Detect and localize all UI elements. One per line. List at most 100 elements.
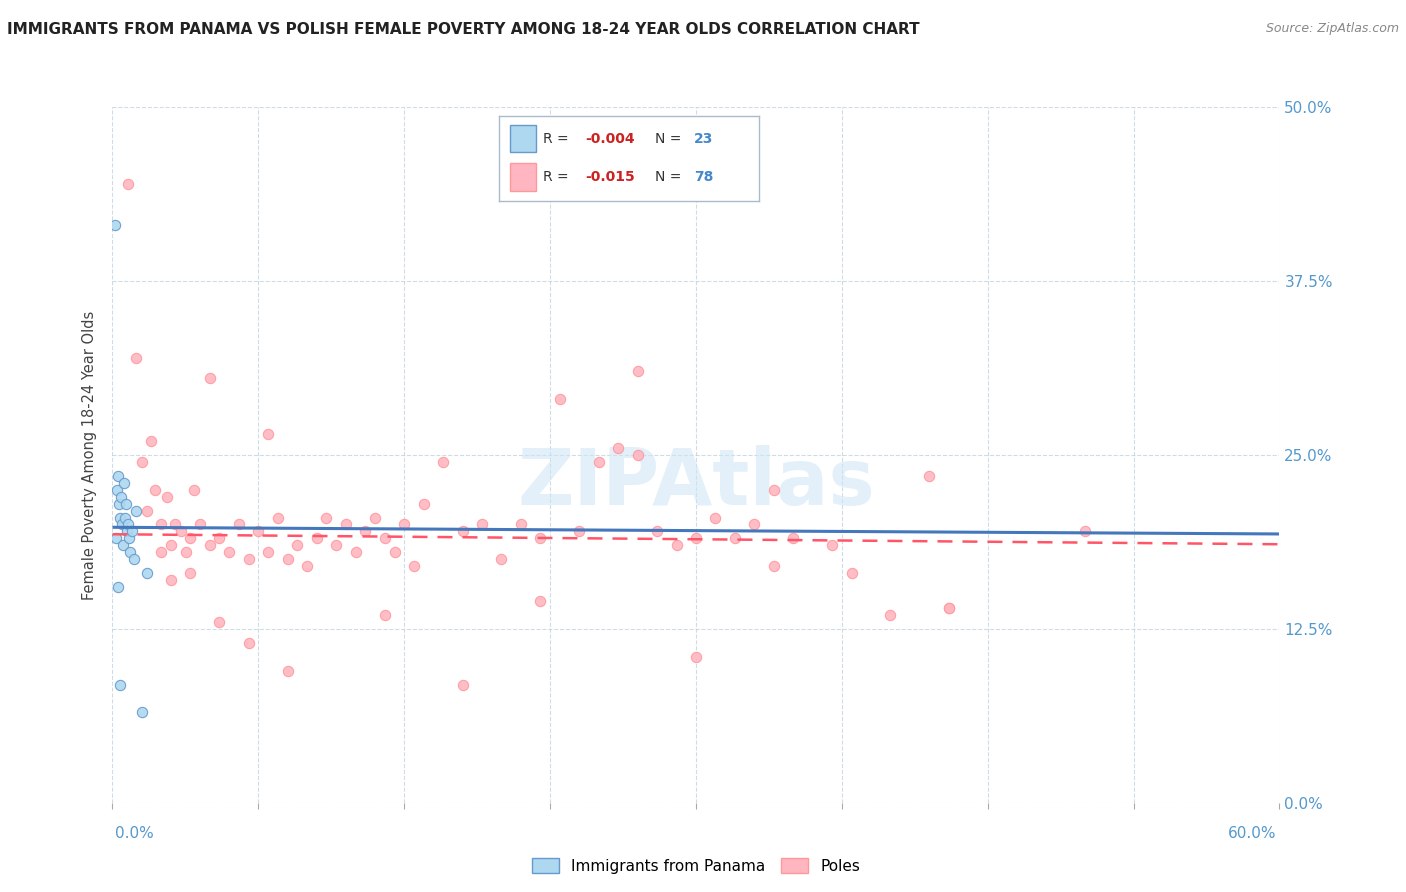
Point (627, 448, 650, 462)
Point (782, 532, 804, 546)
Point (107, 468, 129, 483)
Point (107, 580, 129, 594)
Text: N =: N = (655, 132, 682, 145)
Point (198, 538, 221, 552)
Point (402, 559, 425, 574)
Point (374, 532, 396, 546)
Text: 60.0%: 60.0% (1229, 827, 1277, 841)
Point (451, 677, 474, 691)
Point (160, 538, 183, 552)
Point (111, 517, 134, 532)
Y-axis label: Female Poverty Among 18-24 Year Olds: Female Poverty Among 18-24 Year Olds (82, 310, 97, 599)
Point (704, 510, 727, 524)
Point (548, 392, 571, 407)
Point (141, 434, 163, 448)
Point (188, 517, 211, 532)
Point (114, 510, 136, 524)
Point (110, 490, 132, 504)
Text: R =: R = (543, 170, 569, 184)
Point (879, 607, 901, 622)
Point (432, 455, 454, 469)
Text: IMMIGRANTS FROM PANAMA VS POLISH FEMALE POVERTY AMONG 18-24 YEAR OLDS CORRELATIO: IMMIGRANTS FROM PANAMA VS POLISH FEMALE … (7, 22, 920, 37)
Text: -0.015: -0.015 (585, 170, 634, 184)
Point (938, 601, 960, 615)
Point (285, 538, 308, 552)
Point (918, 468, 941, 483)
Point (131, 706, 153, 720)
FancyBboxPatch shape (509, 125, 536, 153)
Point (938, 601, 960, 615)
Point (110, 677, 132, 691)
Point (645, 524, 668, 539)
Point (115, 497, 138, 511)
Point (276, 664, 298, 678)
Point (471, 517, 494, 532)
Point (568, 524, 591, 539)
Point (247, 524, 270, 539)
Point (143, 483, 166, 497)
Text: 78: 78 (695, 170, 714, 184)
Point (179, 532, 201, 546)
Point (509, 517, 531, 532)
Point (238, 552, 260, 566)
Point (208, 532, 231, 546)
Point (529, 594, 551, 608)
Point (136, 503, 159, 517)
Point (169, 524, 191, 539)
Text: 23: 23 (695, 132, 714, 145)
Point (384, 545, 406, 559)
Point (112, 538, 135, 552)
Point (112, 475, 135, 490)
Point (335, 517, 357, 532)
Point (451, 524, 474, 539)
Point (529, 532, 551, 546)
Point (841, 566, 863, 581)
FancyBboxPatch shape (509, 163, 536, 191)
Point (136, 566, 159, 581)
Text: ZIPAtlas: ZIPAtlas (517, 445, 875, 521)
Point (685, 532, 707, 546)
Text: -0.004: -0.004 (585, 132, 634, 145)
Point (125, 503, 148, 517)
Point (315, 510, 337, 524)
Point (344, 545, 367, 559)
Point (176, 545, 198, 559)
Point (179, 566, 201, 581)
Text: Source: ZipAtlas.com: Source: ZipAtlas.com (1265, 22, 1399, 36)
Point (121, 524, 143, 539)
Point (257, 545, 280, 559)
Point (131, 455, 153, 469)
Point (325, 538, 347, 552)
Point (150, 545, 173, 559)
Point (228, 517, 250, 532)
Point (104, 219, 127, 233)
Point (665, 538, 688, 552)
Point (118, 545, 141, 559)
Point (115, 524, 138, 539)
Point (163, 517, 186, 532)
Point (762, 483, 785, 497)
Point (110, 510, 132, 524)
Point (295, 559, 318, 574)
Point (627, 364, 650, 378)
Point (374, 607, 396, 622)
Point (821, 538, 844, 552)
Point (183, 483, 205, 497)
Point (156, 490, 179, 504)
Point (108, 497, 131, 511)
Point (257, 427, 280, 442)
Point (105, 483, 128, 497)
Point (394, 517, 416, 532)
Text: 0.0%: 0.0% (115, 827, 155, 841)
Point (118, 532, 141, 546)
Point (276, 552, 298, 566)
Point (238, 636, 260, 650)
Point (354, 524, 377, 539)
Point (305, 532, 328, 546)
Text: N =: N = (655, 170, 682, 184)
Point (117, 517, 139, 532)
Point (607, 441, 630, 455)
Point (218, 545, 240, 559)
Point (724, 532, 747, 546)
Point (125, 351, 148, 365)
